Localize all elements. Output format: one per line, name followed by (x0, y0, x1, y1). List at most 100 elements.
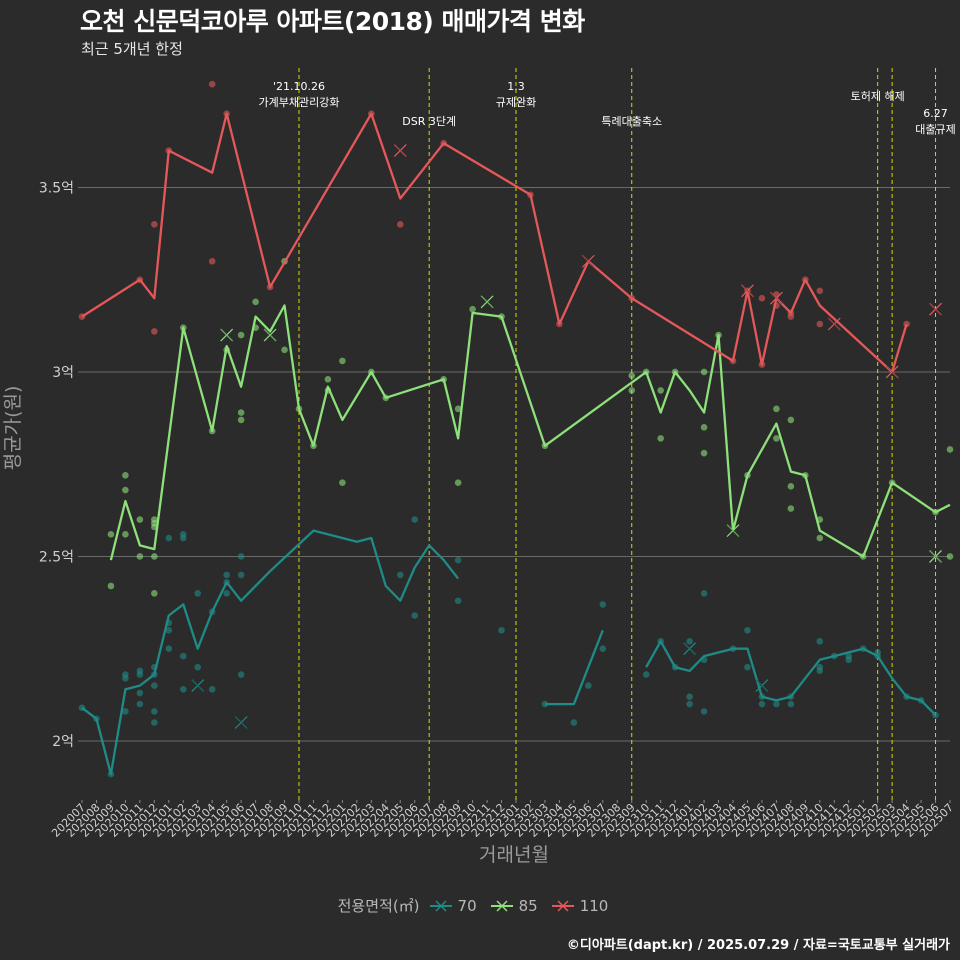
data-point (281, 346, 288, 354)
data-point (151, 708, 158, 715)
cancelled-marker (220, 328, 234, 342)
cancelled-marker (769, 291, 783, 305)
data-point (816, 287, 824, 295)
data-point (151, 553, 158, 560)
data-point (700, 708, 708, 715)
series-line (81, 112, 908, 374)
cancelled-marker (929, 302, 942, 316)
data-point (585, 682, 592, 689)
legend-item-110: 110 (551, 896, 609, 915)
annotation-text: 규제완화 (496, 96, 536, 109)
data-point (599, 601, 607, 608)
data-point (252, 298, 259, 306)
data-point (223, 590, 230, 597)
data-point (816, 534, 824, 542)
series-line (109, 304, 951, 561)
data-point (700, 590, 708, 597)
legend-label-110: 110 (579, 896, 609, 915)
data-point (411, 516, 419, 523)
data-point (122, 674, 129, 682)
legend-item-85: 85 (490, 896, 538, 915)
data-point (773, 700, 780, 708)
data-point (628, 387, 636, 394)
data-point (454, 556, 462, 564)
annotation-text: 대출규제 (915, 123, 955, 136)
data-point (816, 638, 824, 645)
legend: 전용면적(㎡) 70 85 110 (0, 895, 960, 916)
data-point (237, 409, 245, 416)
x-axis-label: 거래년월 (479, 844, 549, 866)
data-point (773, 291, 780, 298)
data-point (136, 516, 144, 523)
data-point (194, 663, 202, 671)
annotation-text: 특례대출축소 (601, 115, 662, 128)
axis-layer: 2억2.5억3억3.5억2020072020082020092020102020… (39, 180, 956, 839)
data-point (628, 372, 636, 379)
data-point (599, 645, 607, 653)
data-point (642, 671, 650, 678)
data-point (165, 645, 173, 653)
series-layer (78, 80, 954, 778)
data-point (816, 667, 824, 675)
data-point (454, 479, 462, 486)
series-line (81, 529, 460, 776)
data-point (179, 686, 187, 693)
data-point (151, 221, 158, 228)
data-point (570, 719, 578, 726)
data-point (498, 626, 505, 634)
data-point (787, 505, 795, 512)
data-point (208, 686, 216, 693)
y-axis-label: 평균가(원) (2, 386, 24, 471)
data-point (151, 328, 158, 335)
data-point (700, 424, 708, 431)
cancelled-marker (726, 524, 740, 538)
data-point (758, 294, 766, 302)
data-point (179, 652, 187, 660)
data-point (773, 405, 780, 413)
cancelled-marker (827, 317, 841, 331)
chart-subtitle: 최근 5개년 한정 (81, 40, 183, 58)
cancelled-marker (263, 328, 277, 342)
data-point (237, 331, 245, 339)
cancelled-marker (191, 679, 205, 693)
series-85 (107, 257, 954, 597)
cancelled-marker (480, 295, 494, 309)
series-110 (78, 80, 942, 379)
data-point (136, 671, 144, 678)
data-point (136, 689, 144, 697)
cancelled-marker (393, 144, 407, 157)
annotation-text: 가계부채관리강화 (259, 96, 340, 109)
data-point (411, 612, 419, 619)
data-point (396, 221, 404, 228)
data-point (237, 671, 245, 678)
data-point (107, 582, 115, 590)
data-point (787, 313, 795, 320)
annotation-text: DSR 3단계 (402, 115, 456, 128)
y-tick-label: 2.5억 (39, 549, 74, 565)
grid-lines (78, 186, 950, 742)
data-point (946, 446, 954, 453)
data-point (758, 700, 766, 708)
legend-title: 전용면적(㎡) (337, 897, 420, 915)
data-point (122, 486, 129, 494)
data-point (454, 597, 462, 605)
legend-label-85: 85 (518, 896, 538, 915)
y-tick-label: 2억 (52, 734, 74, 750)
data-point (223, 571, 230, 579)
data-point (237, 416, 245, 424)
cancelled-marker (755, 679, 769, 693)
data-point (396, 571, 404, 579)
legend-key-70-icon (429, 899, 452, 912)
data-point (339, 479, 346, 486)
cancelled-marker (741, 284, 754, 298)
data-point (657, 387, 664, 394)
data-point (686, 693, 693, 700)
data-point (151, 590, 158, 597)
data-point (787, 483, 795, 490)
data-point (208, 257, 216, 265)
source-caption: ©디아파트(dapt.kr) / 2025.07.29 / 자료=국토교통부 실… (566, 938, 950, 953)
annotation-text: '21.10.26 (273, 80, 325, 93)
data-point (454, 405, 462, 413)
